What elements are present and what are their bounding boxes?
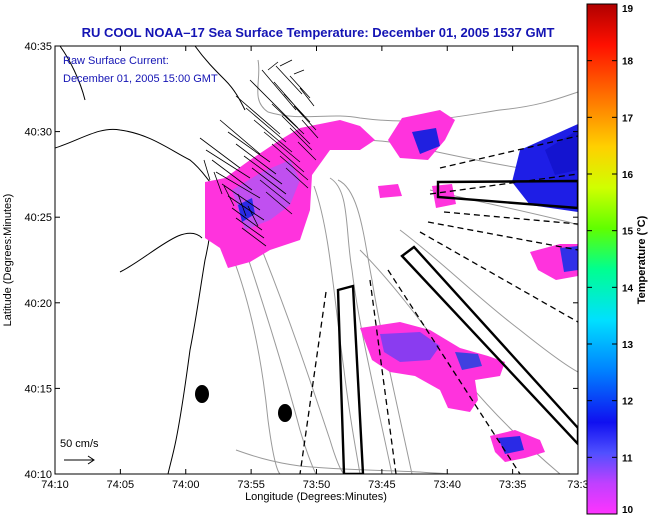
x-ticks: 74:10 74:05 74:00 73:55 73:50 73:45 73:40 73:35… [41,46,589,491]
scale-arrow [64,455,95,465]
colorbar-tick-label: 18 [622,57,634,68]
y-tick-label: 40:15 [24,383,52,395]
x-tick-label: 73:50 [303,479,331,491]
y-tick-label: 40:25 [24,212,52,224]
colorbar-tick-label: 19 [622,4,634,15]
range-lines [299,135,578,474]
inset-line-1: Raw Surface Current: [63,55,169,67]
x-tick-label: 73:55 [237,479,265,491]
colorbar-tick-label: 13 [622,340,634,351]
x-tick-label: 73:3 [567,479,588,491]
colorbar-label: Temperature (°C) [636,215,648,304]
inset-line-2: December 01, 2005 15:00 GMT [63,73,218,85]
x-tick-label: 74:05 [107,479,135,491]
x-tick-label: 74:00 [172,479,200,491]
surface-current-vectors [199,59,319,247]
sensor-footprints [336,179,578,474]
colorbar-tick-label: 10 [622,505,634,516]
y-tick-label: 40:30 [24,127,52,139]
colorbar-tick-label: 14 [622,283,634,294]
site-marker [278,404,292,422]
map-panel: Raw Surface Current: December 01, 2005 1… [55,46,578,474]
x-tick-label: 73:35 [499,479,527,491]
colorbar-tick-label: 16 [622,170,634,181]
x-axis-label: Longitude (Degrees:Minutes) [245,491,387,503]
sst-patches [205,110,578,462]
colorbar-tick-label: 17 [622,113,634,124]
y-axis-label: Latitude (Degrees:Minutes) [2,194,14,327]
scale-label: 50 cm/s [60,438,99,450]
figure-title: RU COOL NOAA–17 Sea Surface Temperature:… [82,25,555,40]
colorbar-tick-label: 12 [622,397,634,408]
colorbar-tick-label: 11 [622,453,633,464]
site-marker [195,385,209,403]
x-tick-label: 73:40 [433,479,461,491]
x-tick-label: 74:10 [41,479,69,491]
y-ticks: 40:35 40:30 40:25 40:20 40:15 40:10 [24,41,578,481]
x-tick-label: 73:45 [368,479,396,491]
colorbar [586,3,618,515]
colorbar-ticks: 19 18 17 16 15 14 13 12 11 10 [587,3,634,516]
y-tick-label: 40:20 [24,298,52,310]
colorbar-tick-label: 15 [622,227,634,238]
y-tick-label: 40:10 [24,469,52,481]
y-tick-label: 40:35 [24,41,52,53]
